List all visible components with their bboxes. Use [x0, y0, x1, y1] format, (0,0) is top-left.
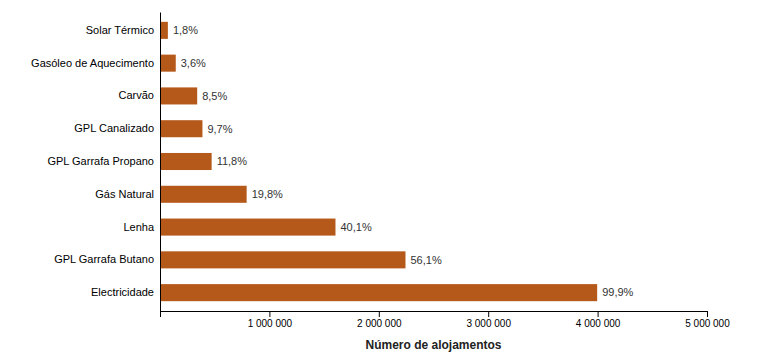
data-label: 19,8% — [252, 188, 283, 200]
x-tick: 1 000 000 — [248, 311, 293, 329]
x-tick: 4 000 000 — [576, 311, 621, 329]
bar — [160, 87, 197, 104]
chart: 99,9% 56,1% 40,1% 19,8% 11,8% 9,7% 8,5% 3,6% 1,8… — [0, 0, 767, 361]
y-axis: Solar Térmico Gasóleo de Aquecimento Carvã… — [31, 13, 160, 312]
x-tick-label: 5 000 000 — [685, 318, 730, 329]
x-axis-title: Número de alojamentos — [365, 338, 501, 352]
bar — [160, 186, 247, 203]
y-tick-label: Electricidade — [91, 286, 154, 298]
y-tick-label: GPL Garrafa Butano — [54, 253, 154, 265]
y-tick: Lenha — [123, 221, 154, 233]
y-tick-label: Gasóleo de Aquecimento — [31, 57, 154, 69]
y-tick: Gasóleo de Aquecimento — [31, 57, 154, 69]
data-label: 56,1% — [410, 254, 441, 266]
y-tick: GPL Canalizado — [74, 122, 154, 134]
bar — [160, 284, 597, 301]
data-label: 1,8% — [173, 24, 198, 36]
data-label: 40,1% — [340, 221, 371, 233]
y-tick: Solar Térmico — [86, 24, 154, 36]
y-tick-label: Solar Térmico — [86, 24, 154, 36]
x-tick-label: 3 000 000 — [466, 318, 511, 329]
x-tick: 5 000 000 — [685, 311, 730, 329]
x-tick-mark — [379, 311, 380, 317]
bar — [160, 251, 405, 268]
x-tick-label: 4 000 000 — [576, 318, 621, 329]
y-tick-label: GPL Garrafa Propano — [47, 155, 154, 167]
x-tick-mark — [488, 311, 489, 317]
y-tick-label: Gás Natural — [95, 188, 154, 200]
x-tick: 2 000 000 — [357, 311, 402, 329]
y-tick-label: GPL Canalizado — [74, 122, 154, 134]
y-tick: GPL Garrafa Butano — [54, 253, 154, 265]
data-label: 11,8% — [217, 155, 248, 167]
data-label: 3,6% — [181, 57, 206, 69]
y-tick-label: Lenha — [123, 221, 154, 233]
y-tick: GPL Garrafa Propano — [47, 155, 154, 167]
y-tick: Gás Natural — [95, 188, 154, 200]
x-tick-mark — [160, 311, 161, 317]
bars — [160, 22, 597, 301]
x-axis-line — [161, 312, 708, 318]
x-tick-label: 1 000 000 — [248, 318, 293, 329]
x-tick-mark — [269, 311, 270, 317]
data-label: 8,5% — [202, 90, 227, 102]
x-tick-label: 2 000 000 — [357, 318, 402, 329]
bar — [160, 120, 202, 137]
x-tick-mark — [707, 311, 708, 317]
x-tick-mark — [598, 311, 599, 317]
bar — [160, 219, 335, 236]
y-tick: Electricidade — [91, 286, 154, 298]
bar — [160, 153, 212, 170]
x-tick: 3 000 000 — [466, 311, 511, 329]
x-tick — [160, 311, 161, 317]
data-label: 99,9% — [602, 286, 633, 298]
data-label: 9,7% — [207, 123, 232, 135]
data-labels: 99,9% 56,1% 40,1% 19,8% 11,8% 9,7% 8,5% 3,6% 1,8… — [173, 24, 634, 298]
bar — [160, 55, 176, 72]
plot: 99,9% 56,1% 40,1% 19,8% 11,8% 9,7% 8,5% 3,6% 1,8… — [31, 13, 730, 353]
bar — [160, 22, 168, 39]
y-tick: Carvão — [119, 89, 154, 101]
y-tick-label: Carvão — [119, 89, 154, 101]
x-axis: 1 000 000 2 000 000 3 000 000 4 000 000 5 00… — [161, 311, 731, 329]
y-axis-line — [160, 13, 161, 312]
